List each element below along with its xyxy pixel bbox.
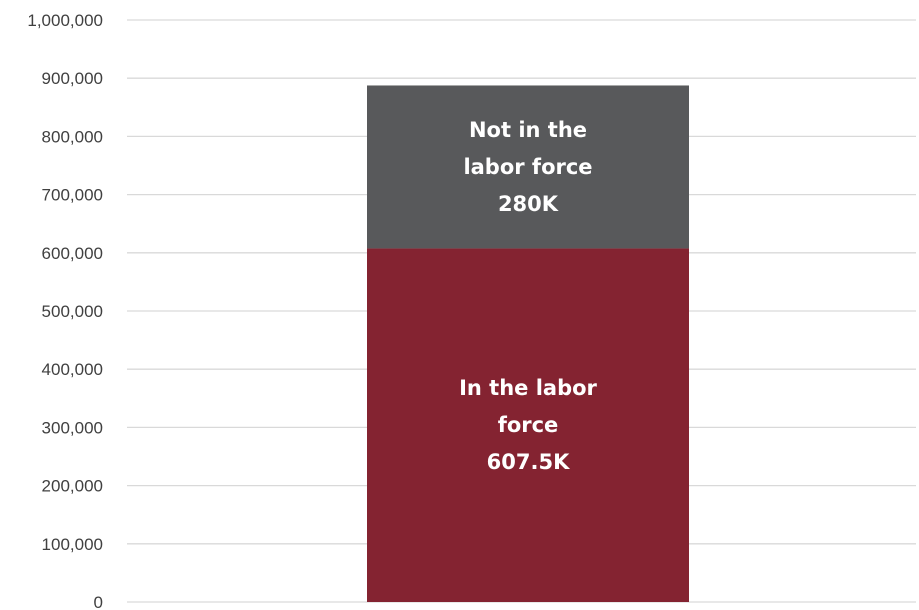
y-tick-label: 0 xyxy=(94,593,103,610)
y-axis-tick-labels: 0 100,000 200,000 300,000 400,000 500,000 600,… xyxy=(27,11,103,610)
data-label-line: In the labor xyxy=(459,376,597,400)
y-tick-label: 600,000 xyxy=(42,244,103,263)
bar-segments xyxy=(367,85,689,602)
data-label-line: labor force xyxy=(463,155,592,179)
data-label-line: force xyxy=(498,413,559,437)
bar-segment-in-labor-force xyxy=(367,248,689,602)
y-tick-label: 1,000,000 xyxy=(27,11,103,30)
y-tick-label: 800,000 xyxy=(42,127,103,146)
y-tick-label: 200,000 xyxy=(42,477,103,496)
data-label-in-labor-force: In the labor force 607.5K xyxy=(459,376,597,474)
bar-segment-not-in-labor-force xyxy=(367,85,689,249)
y-tick-label: 100,000 xyxy=(42,535,103,554)
y-tick-label: 500,000 xyxy=(42,302,103,321)
data-label-line: 607.5K xyxy=(487,450,570,474)
data-label-line: Not in the xyxy=(469,118,587,142)
data-label-not-in-labor-force: Not in the labor force 280K xyxy=(463,118,592,216)
data-label-line: 280K xyxy=(498,192,559,216)
y-tick-label: 400,000 xyxy=(42,360,103,379)
y-tick-label: 900,000 xyxy=(42,69,103,88)
y-tick-label: 300,000 xyxy=(42,418,103,437)
y-tick-label: 700,000 xyxy=(42,186,103,205)
segment-data-labels: In the labor force 607.5K Not in the labor f… xyxy=(459,118,597,474)
